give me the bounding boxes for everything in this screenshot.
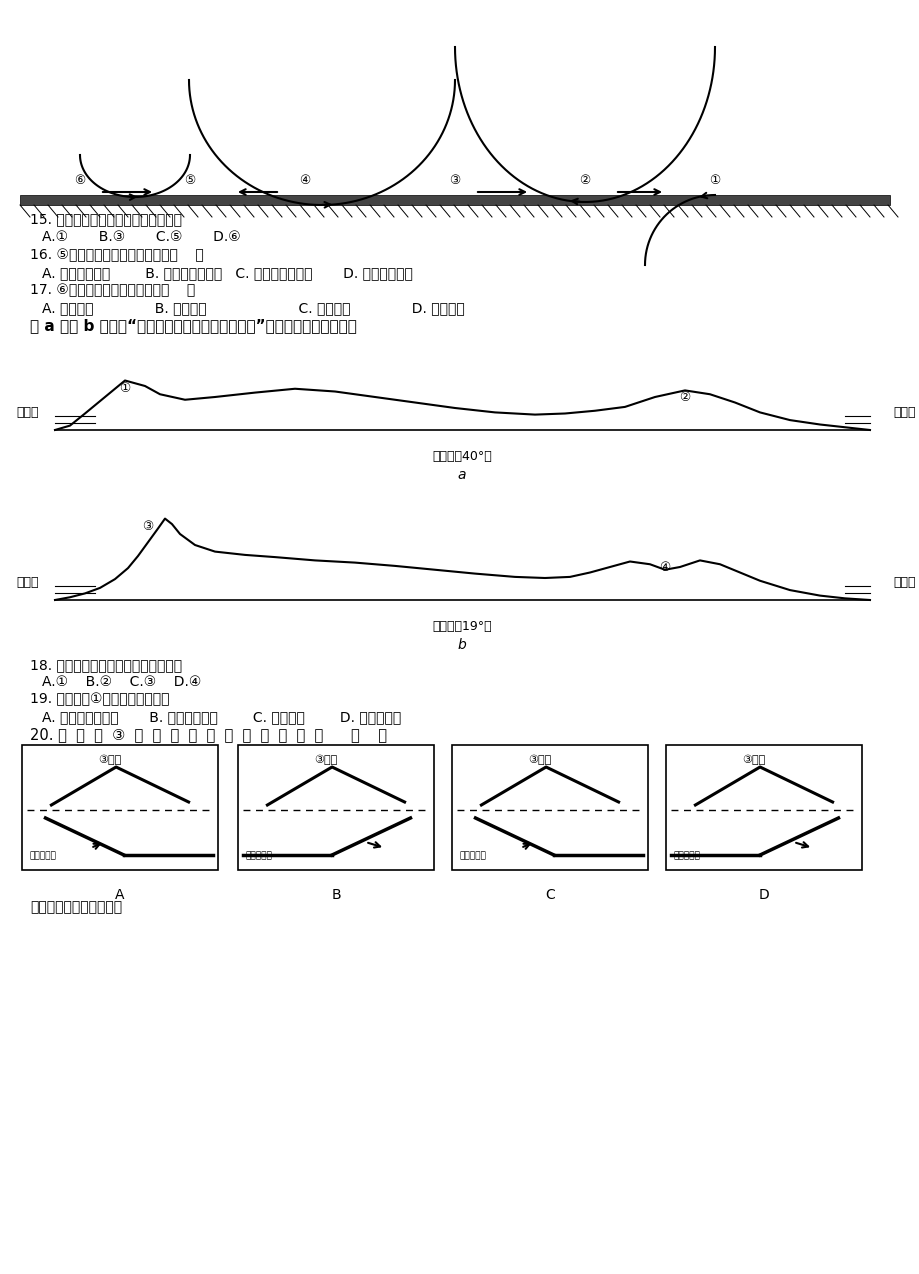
Text: D: D — [758, 888, 768, 902]
Text: A. 东北信风              B. 东南信风                     C. 盛行西风              D. 极地东风: A. 东北信风 B. 东南信风 C. 盛行西风 D. 极地东风 — [42, 301, 464, 315]
Text: 17. ⑥表示的近地面风的名称是（    ）: 17. ⑥表示的近地面风的名称是（ ） — [30, 283, 195, 297]
Text: ①: ① — [119, 381, 130, 395]
Text: 18. 图中表示安第斯山脉的数字是（）: 18. 图中表示安第斯山脉的数字是（） — [30, 657, 182, 671]
Text: ③山脉: ③山脉 — [528, 755, 551, 766]
Text: B: B — [331, 888, 340, 902]
Text: 19. 流经山脉①西侧的洋流是（）: 19. 流经山脉①西侧的洋流是（） — [30, 692, 169, 706]
Text: ③: ③ — [448, 175, 460, 187]
Text: 16. ⑤表示的近地面气压带名称为（    ）: 16. ⑤表示的近地面气压带名称为（ ） — [30, 248, 203, 262]
Bar — [20, 195, 889, 205]
Text: 太平洋板块: 太平洋板块 — [245, 851, 273, 860]
Text: ①: ① — [709, 175, 720, 187]
Text: ②: ② — [678, 391, 690, 404]
Bar — [451, 745, 647, 870]
Text: 大西洋: 大西洋 — [892, 576, 914, 589]
Text: A. 加利福尼亚寒流       B. 北太平洋暖流        C. 秘鲁寒流        D. 本格拉寒流: A. 加利福尼亚寒流 B. 北太平洋暖流 C. 秘鲁寒流 D. 本格拉寒流 — [42, 710, 401, 724]
Text: A.①    B.②    C.③    D.④: A.① B.② C.③ D.④ — [42, 675, 201, 689]
Text: ③山脉: ③山脉 — [314, 755, 337, 766]
Text: 大西洋: 大西洋 — [892, 405, 914, 418]
Text: 太平洋: 太平洋 — [17, 576, 40, 589]
Text: 太平洋: 太平洋 — [17, 405, 40, 418]
Text: ③山脉: ③山脉 — [742, 755, 765, 766]
Bar — [22, 745, 218, 870]
Text: 20. 能  反  映  ③  山  脉  形  成  的  是  下  列  哪  幅  图      （    ）: 20. 能 反 映 ③ 山 脉 形 成 的 是 下 列 哪 幅 图 （ ） — [30, 727, 387, 741]
Text: a: a — [458, 468, 466, 482]
Text: 太平洋板块: 太平洋板块 — [30, 851, 57, 860]
Text: ②: ② — [579, 175, 590, 187]
Bar — [238, 745, 434, 870]
Text: ④: ④ — [299, 175, 311, 187]
Text: A: A — [115, 888, 125, 902]
Text: ④: ④ — [659, 562, 670, 575]
Text: 图 a 、图 b 分别是“某两个大洲大陆的地形剖面图”，读图完成下列各题。: 图 a 、图 b 分别是“某两个大洲大陆的地形剖面图”，读图完成下列各题。 — [30, 318, 357, 333]
Text: ③山脉: ③山脉 — [98, 755, 121, 766]
Text: b: b — [457, 638, 466, 652]
Text: ⑤: ⑤ — [184, 175, 196, 187]
Text: （沿南纬19°）: （沿南纬19°） — [432, 620, 492, 633]
Text: ⑥: ⑥ — [74, 175, 85, 187]
Text: A.①       B.③       C.⑤       D.⑥: A.① B.③ C.⑤ D.⑥ — [42, 231, 241, 245]
Text: （沿北纬40°）: （沿北纬40°） — [432, 450, 492, 462]
Bar — [665, 745, 861, 870]
Text: C: C — [545, 888, 554, 902]
Text: 南极洲板块: 南极洲板块 — [460, 851, 486, 860]
Text: A. 赤道低气压带        B. 副热带高气压带   C. 副极地低气压带       D. 极地高气压带: A. 赤道低气压带 B. 副热带高气压带 C. 副极地低气压带 D. 极地高气压… — [42, 266, 413, 280]
Text: 读下图，完成下列小题。: 读下图，完成下列小题。 — [30, 899, 122, 913]
Text: 南极洲板块: 南极洲板块 — [674, 851, 700, 860]
Text: 15. 图中表示副热带高气压带的是（）: 15. 图中表示副热带高气压带的是（） — [30, 211, 182, 225]
Text: ③: ③ — [142, 520, 153, 533]
